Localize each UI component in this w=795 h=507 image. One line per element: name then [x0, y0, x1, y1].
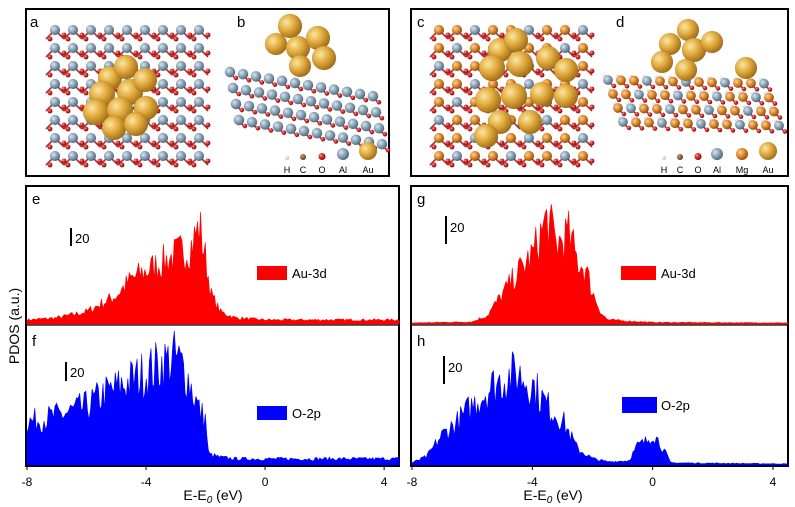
legend-e: Au-3d: [257, 266, 327, 281]
x-tick-label: 0: [649, 475, 656, 489]
atom-legend-h-label: H: [284, 165, 291, 175]
atom-legend-c-label: C: [300, 165, 307, 175]
legend-g-label: Au-3d: [661, 266, 696, 281]
atom-legend-al-ball: [711, 148, 723, 160]
pdos-area-g: [411, 204, 789, 325]
panel-label-g: g: [417, 191, 425, 208]
legend-h: O-2p: [622, 397, 690, 413]
atom-legend-c-ball: [677, 154, 683, 160]
pdos-frame-right: [410, 185, 789, 467]
structure-d-view: [603, 18, 788, 135]
atom-legend-au-ball: [759, 142, 777, 160]
scale-bar-f: 20: [65, 362, 84, 381]
x-tick-label: 4: [381, 475, 388, 489]
panel-label-b: b: [237, 14, 245, 31]
pdos-area-f: [26, 330, 400, 466]
legend-e-label: Au-3d: [292, 266, 327, 281]
panel-label-h: h: [417, 333, 425, 350]
x-tick-label: 0: [262, 475, 269, 489]
atom-legend-c-ball: [300, 154, 306, 160]
pdos-area-h: [411, 351, 789, 466]
pdos-frame-left: [25, 185, 400, 467]
atom-legend-au-ball: [359, 142, 377, 160]
scale-bar-f-label: 20: [70, 365, 84, 380]
atom-legend-right: H C O Al Mg Au: [661, 142, 777, 175]
panel-label-f: f: [32, 333, 37, 350]
atom-legend-h-ball: [284, 155, 290, 160]
scale-bar-g-label: 20: [450, 220, 464, 235]
structure-b-view: [224, 13, 391, 153]
scale-bar-e: 20: [70, 228, 89, 246]
x-axis-ticks: -8 -4 0 4 -8 -4 0 4: [22, 465, 777, 489]
panel-label-c: c: [417, 14, 425, 31]
pdos-curve-h: [411, 351, 789, 466]
legend-h-label: O-2p: [661, 398, 690, 413]
atom-legend-left: H C O Al Au: [284, 142, 377, 175]
atom-legend-mg-label: Mg: [736, 165, 749, 175]
scale-bar-e-label: 20: [75, 231, 89, 246]
atom-legend-mg-ball: [736, 148, 748, 160]
legend-f: O-2p: [257, 406, 321, 421]
legend-e-swatch: [257, 266, 287, 280]
legend-g-swatch: [621, 266, 656, 280]
structure-c-view: [429, 24, 595, 168]
atom-legend-o-ball: [318, 153, 326, 160]
x-axis-label-right: E-E0 (eV): [523, 487, 582, 506]
panel-label-e: e: [32, 191, 40, 208]
atom-legend-c-label: C: [677, 165, 684, 175]
pdos-curve-e: [26, 211, 400, 325]
x-tick-label: 4: [770, 475, 777, 489]
pdos-area-e: [26, 211, 400, 325]
atom-legend-o-label: O: [318, 165, 325, 175]
x-tick-label: -8: [22, 475, 33, 489]
legend-f-label: O-2p: [292, 406, 321, 421]
pdos-curve-g: [411, 204, 789, 325]
atom-legend-al-label: Al: [713, 165, 721, 175]
atom-legend-au-label: Au: [362, 165, 373, 175]
x-tick-label: -8: [407, 475, 418, 489]
x-tick-label: -4: [527, 475, 538, 489]
atom-legend-h-ball: [661, 155, 667, 160]
atom-legend-o-ball: [694, 153, 702, 160]
x-tick-label: -4: [141, 475, 152, 489]
scale-bar-h-label: 20: [448, 360, 462, 375]
structure-frame-right: [410, 8, 789, 177]
scale-bar-h: 20: [443, 356, 462, 384]
legend-g: Au-3d: [621, 266, 696, 281]
pdos-curve-f: [26, 330, 400, 466]
x-axis-label-left: E-E0 (eV): [183, 487, 242, 506]
scale-bar-g: 20: [445, 216, 464, 244]
atom-legend-au-label: Au: [762, 165, 773, 175]
atom-legend-o-label: O: [694, 165, 701, 175]
panel-label-a: a: [30, 14, 39, 31]
atom-legend-h-label: H: [661, 165, 668, 175]
y-axis-label: PDOS (a.u.): [6, 288, 22, 364]
structure-a-view: [45, 24, 211, 168]
atom-legend-al-ball: [337, 148, 349, 160]
panel-label-d: d: [616, 14, 624, 31]
legend-f-swatch: [257, 406, 287, 420]
pdos-plots: [26, 204, 789, 466]
atom-legend-al-label: Al: [339, 165, 347, 175]
legend-h-swatch: [622, 397, 657, 413]
